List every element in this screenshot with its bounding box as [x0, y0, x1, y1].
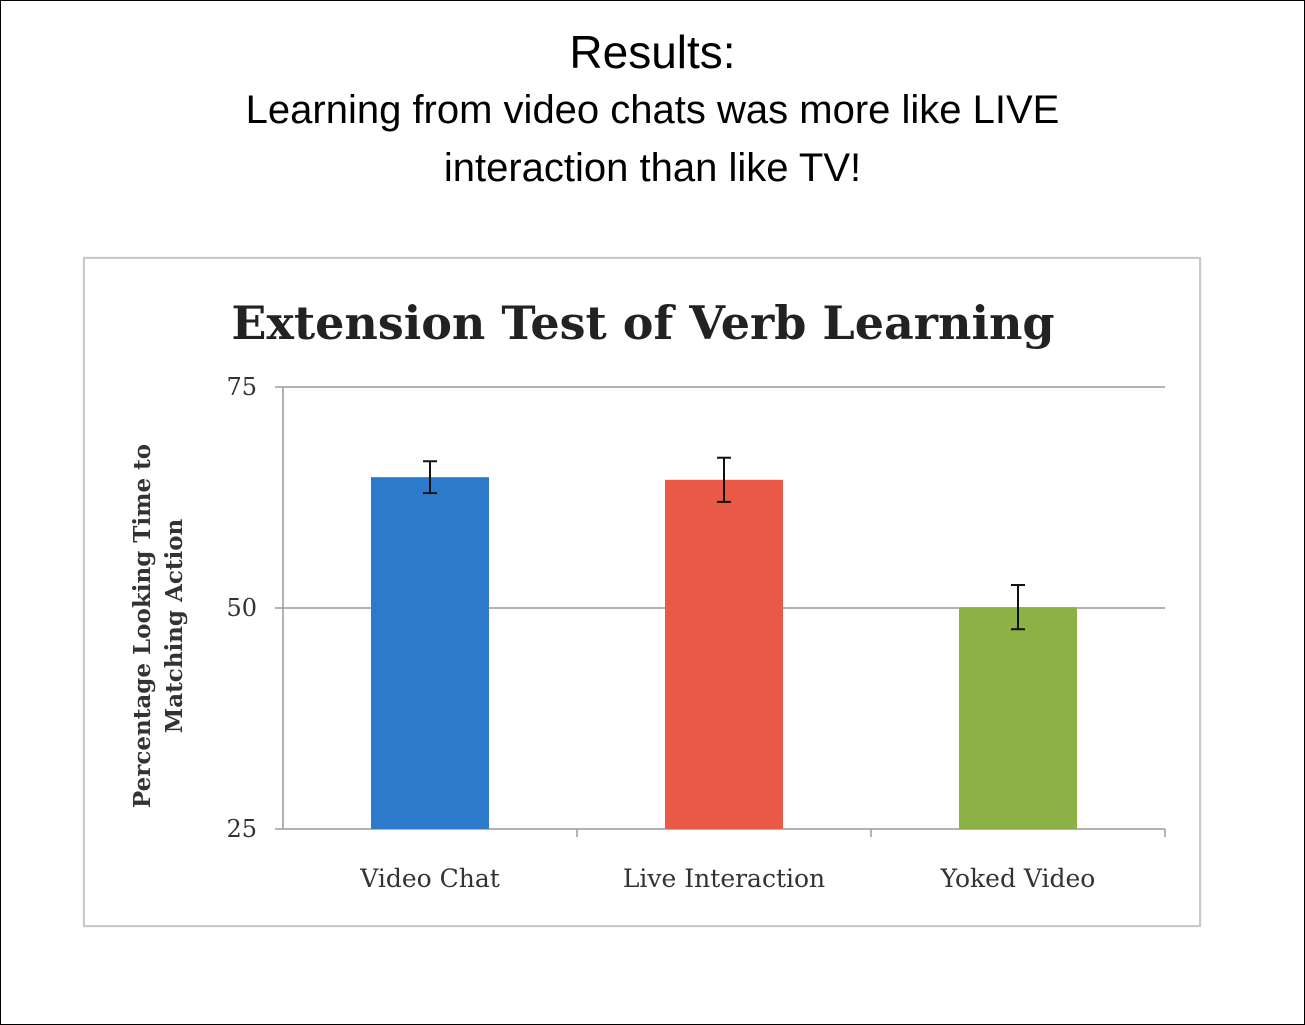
category-label: Live Interaction [623, 864, 825, 893]
bar-video-chat [371, 477, 489, 829]
y-tick-label: 50 [226, 594, 257, 622]
chart-title: Extension Test of Verb Learning [231, 296, 1054, 350]
y-axis-title-line-2: Matching Action [161, 518, 188, 733]
slide-subtitle-line-1: Learning from video chats was more like … [245, 88, 1060, 132]
bar-yoked-video [959, 607, 1077, 829]
category-label: Yoked Video [940, 864, 1096, 893]
labels: 25 50 75 Video Chat Live Interaction Yoked Vi… [226, 373, 1095, 893]
category-label: Video Chat [359, 864, 500, 893]
bar-chart: Extension Test of Verb Learning 25 50 75 Vi… [129, 296, 1166, 893]
slide-subtitle-line-2: interaction than like TV! [443, 146, 862, 190]
y-tick-label: 25 [226, 815, 257, 843]
chart-frame: Extension Test of Verb Learning 25 50 75 Vi… [83, 257, 1201, 927]
bar-live-interaction [665, 479, 783, 829]
slide-heading: Results: Learning from video chats was m… [1, 23, 1304, 197]
y-tick-label: 75 [226, 373, 257, 401]
slide-title: Results: [569, 26, 736, 78]
y-axis-title-line-1: Percentage Looking Time to [129, 444, 156, 808]
bars [371, 456, 1077, 829]
